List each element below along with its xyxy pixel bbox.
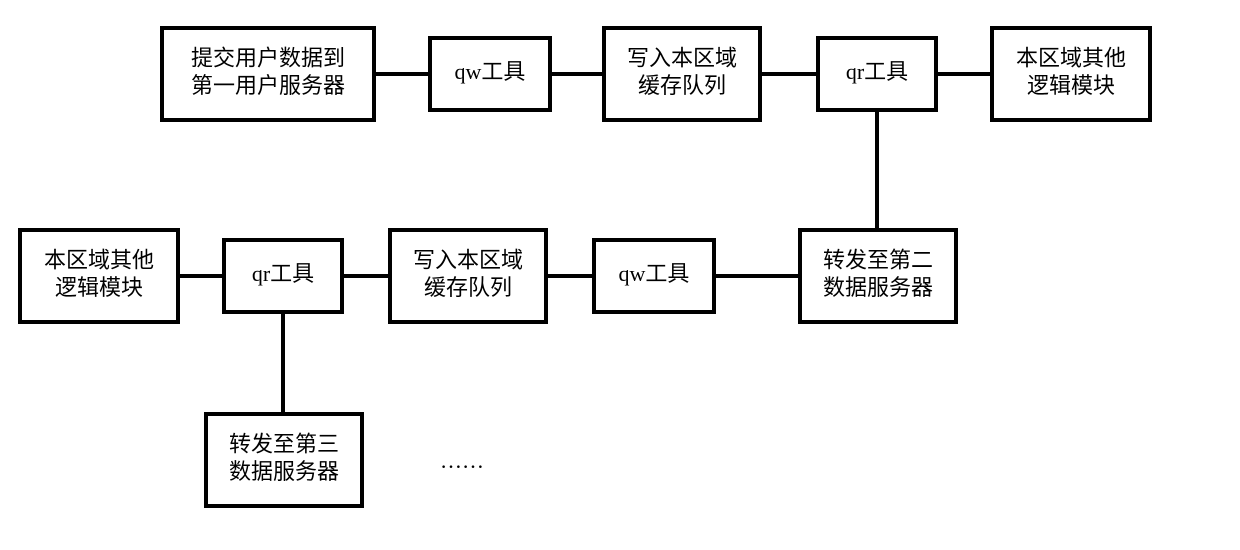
node-n1: 提交用户数据到第一用户服务器 — [162, 28, 374, 120]
node-n8: 写入本区域缓存队列 — [390, 230, 546, 322]
node-n4: qr工具 — [818, 38, 936, 110]
node-n6: 本区域其他逻辑模块 — [20, 230, 178, 322]
node-label: qr工具 — [252, 261, 314, 286]
ellipsis: …… — [440, 448, 484, 473]
node-label: qw工具 — [455, 59, 526, 84]
node-n2: qw工具 — [430, 38, 550, 110]
node-n5: 本区域其他逻辑模块 — [992, 28, 1150, 120]
node-label: qw工具 — [619, 261, 690, 286]
node-n11: 转发至第三数据服务器 — [206, 414, 362, 506]
node-label: qr工具 — [846, 59, 908, 84]
node-n7: qr工具 — [224, 240, 342, 312]
node-n10: 转发至第二数据服务器 — [800, 230, 956, 322]
flowchart-canvas: 提交用户数据到第一用户服务器qw工具写入本区域缓存队列qr工具本区域其他逻辑模块… — [0, 0, 1240, 550]
node-n9: qw工具 — [594, 240, 714, 312]
node-n3: 写入本区域缓存队列 — [604, 28, 760, 120]
